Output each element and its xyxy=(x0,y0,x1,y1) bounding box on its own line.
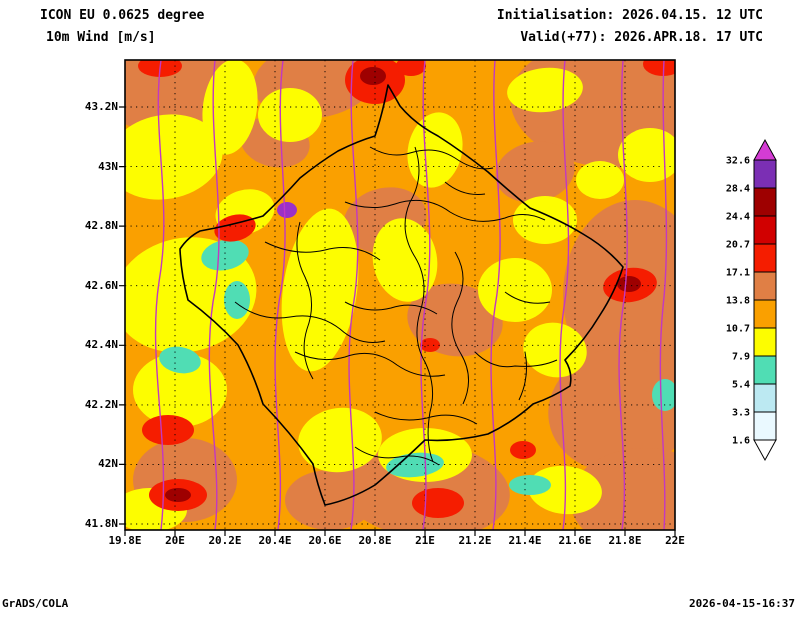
colorbar-arrow-top xyxy=(753,138,777,161)
isobar-lines xyxy=(154,60,668,530)
x-axis-label: 21.2E xyxy=(458,534,492,547)
variable-title: 10m Wind [m/s] xyxy=(46,30,156,45)
x-axis-label: 19.8E xyxy=(108,534,142,547)
model-title: ICON EU 0.0625 degree xyxy=(40,8,205,23)
y-axis-label: 42.2N xyxy=(84,397,118,411)
colorbar-segment xyxy=(753,383,777,413)
colorbar-segment xyxy=(753,159,777,189)
colorbar-segment xyxy=(753,327,777,357)
colorbar-segment xyxy=(753,299,777,329)
y-axis-label: 43.2N xyxy=(84,100,118,113)
colorbar-level-label: 7.9 xyxy=(732,352,750,363)
wind-speed-map xyxy=(119,59,676,536)
colorbar-level-label: 13.8 xyxy=(726,296,750,307)
y-axis-label: 42.4N xyxy=(84,338,118,352)
colorbar-level-label: 1.6 xyxy=(732,436,750,447)
x-axis-label: 20.6E xyxy=(308,534,342,547)
axis-ticks xyxy=(119,106,676,536)
wind-fill-turquoise xyxy=(159,239,675,495)
colorbar-level-label: 10.7 xyxy=(726,324,750,335)
colorbar-segment xyxy=(753,243,777,273)
valid-time: Valid(+77): 2026.APR.18. 17 UTC xyxy=(520,30,763,45)
colorbar-level-label: 32.6 xyxy=(726,156,750,167)
x-axis-label: 20E xyxy=(165,534,185,547)
creation-timestamp: 2026-04-15-16:37 xyxy=(689,597,795,610)
x-axis-label: 21.8E xyxy=(608,534,642,547)
map-canvas xyxy=(115,52,687,544)
colorbar-segment xyxy=(753,355,777,385)
colorbar: 32.6 28.4 24.4 20.7 17.1 13.8 10.7 7.9 5.4 3.3 1.6 xyxy=(726,138,777,462)
y-axis-label: 41.8N xyxy=(84,516,118,530)
y-axis-label: 43N xyxy=(98,159,118,173)
colorbar-level-label: 24.4 xyxy=(726,212,750,223)
purple-maximum-spot xyxy=(277,202,297,218)
y-axis-label: 42.6N xyxy=(84,278,118,292)
colorbar-level-label: 3.3 xyxy=(732,408,750,419)
x-axis-label: 21.6E xyxy=(558,534,592,547)
initialisation-time: Initialisation: 2026.04.15. 12 UTC xyxy=(496,8,763,23)
colorbar-segment xyxy=(753,187,777,217)
map-frame xyxy=(124,59,676,531)
grads-credit: GrADS/COLA xyxy=(2,597,69,610)
x-axis-label: 21E xyxy=(415,534,435,547)
colorbar-segment xyxy=(753,215,777,245)
colorbar-arrow-bottom xyxy=(753,439,777,462)
colorbar-level-label: 28.4 xyxy=(726,184,750,195)
colorbar-segment xyxy=(753,411,777,441)
y-axis-label: 42N xyxy=(98,457,118,471)
x-axis-label: 20.4E xyxy=(258,534,292,547)
x-axis-label: 20.2E xyxy=(208,534,242,547)
colorbar-segment xyxy=(753,271,777,301)
x-axis-label: 20.8E xyxy=(358,534,392,547)
y-axis-label: 42.8N xyxy=(84,219,118,233)
kosovo-borders xyxy=(179,84,624,506)
colorbar-level-label: 17.1 xyxy=(726,268,750,279)
x-axis-label: 21.4E xyxy=(508,534,542,547)
x-axis-label: 22E xyxy=(665,534,685,547)
colorbar-level-label: 20.7 xyxy=(726,240,750,251)
colorbar-level-label: 5.4 xyxy=(732,380,750,391)
